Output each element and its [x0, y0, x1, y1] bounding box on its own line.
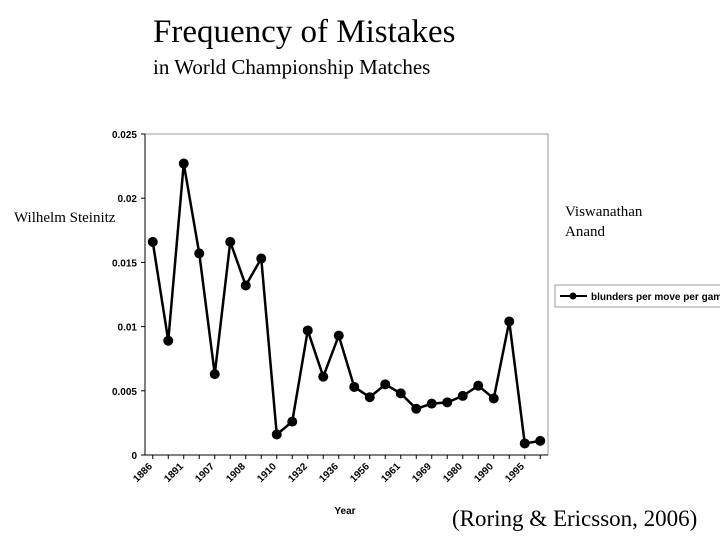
marker — [442, 397, 453, 408]
x-tick-label: 1908 — [224, 461, 248, 485]
y-tick-label: 0 — [131, 451, 137, 462]
marker — [302, 325, 313, 336]
x-axis-label: Year — [334, 506, 355, 517]
x-tick-label: 1907 — [193, 461, 217, 485]
marker — [271, 429, 282, 440]
y-tick-label: 0.02 — [118, 194, 138, 205]
marker — [488, 393, 499, 404]
annotation: Anand — [565, 224, 605, 240]
marker — [519, 438, 530, 449]
x-tick-label: 1995 — [503, 461, 527, 485]
legend-label: blunders per move per game — [591, 292, 720, 303]
marker — [504, 316, 515, 327]
marker — [473, 380, 484, 391]
y-tick-label: 0.005 — [112, 387, 137, 398]
legend-box — [554, 284, 720, 308]
marker — [349, 381, 360, 392]
marker — [535, 435, 546, 446]
marker — [240, 280, 251, 291]
y-tick-label: 0.01 — [118, 323, 138, 334]
marker — [287, 416, 298, 427]
marker — [333, 330, 344, 341]
x-tick-label: 1990 — [472, 461, 496, 485]
x-tick-label: 1969 — [410, 461, 434, 485]
x-tick-label: 1980 — [441, 461, 465, 485]
annotation: Viswanathan — [565, 204, 643, 220]
marker — [147, 236, 158, 247]
x-tick-label: 1956 — [348, 461, 372, 485]
x-tick-label: 1910 — [255, 461, 279, 485]
x-tick-label: 1932 — [286, 461, 310, 485]
x-tick-label: 1886 — [131, 461, 155, 485]
marker — [225, 236, 236, 247]
marker — [163, 335, 174, 346]
marker — [364, 392, 375, 403]
source: (Roring & Ericsson, 2006) — [452, 506, 697, 531]
line — [151, 163, 541, 445]
marker — [178, 158, 189, 169]
annotation: Wilhelm Steinitz — [14, 210, 116, 226]
y-tick-label: 0.015 — [112, 258, 137, 269]
marker — [426, 398, 437, 409]
marker — [256, 253, 267, 264]
chart-title: Frequency of Mistakes — [153, 14, 455, 50]
marker — [411, 403, 422, 414]
marker — [457, 390, 468, 401]
y-tick-label: 0.025 — [112, 130, 137, 141]
marker — [209, 369, 220, 380]
marker — [380, 379, 391, 390]
marker — [318, 371, 329, 382]
marker — [194, 248, 205, 259]
marker — [395, 388, 406, 399]
chart-subtitle: in World Championship Matches — [153, 55, 430, 79]
legend-marker — [569, 292, 577, 300]
x-tick-label: 1891 — [162, 461, 186, 485]
x-tick-label: 1936 — [317, 461, 341, 485]
x-tick-label: 1961 — [379, 461, 403, 485]
